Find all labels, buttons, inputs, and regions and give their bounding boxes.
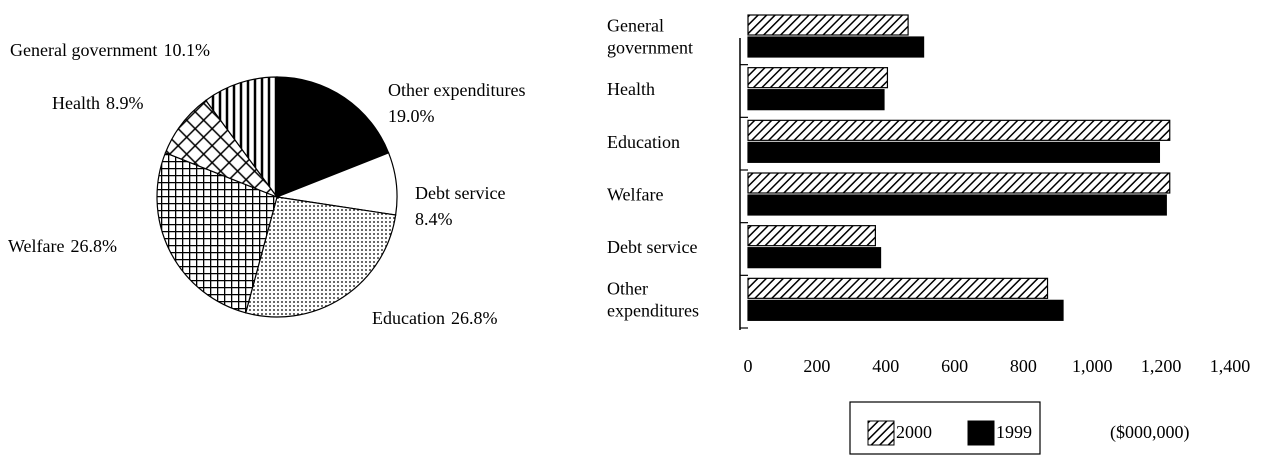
category-label: Welfare	[607, 184, 664, 204]
category-line: expenditures	[607, 301, 699, 321]
slice-name: General government	[10, 40, 157, 60]
category-label: Other expenditures	[607, 279, 699, 321]
category-label: Health	[607, 79, 655, 99]
slice-name: Other expenditures	[388, 80, 525, 100]
x-tick-label: 1,400	[1210, 356, 1251, 376]
category-label: General government	[607, 15, 693, 57]
category-label: Debt service	[607, 237, 697, 257]
pie-slice	[156, 152, 278, 314]
slice-label: Other expenditures 19.0%	[388, 80, 525, 126]
pie-slice	[205, 76, 278, 199]
unit-label: ($000,000)	[1110, 422, 1190, 443]
slice-value: 19.0%	[388, 106, 435, 126]
pie-slice	[244, 196, 397, 318]
slice-name: Welfare	[8, 236, 65, 256]
bar	[747, 14, 909, 36]
slice-label: Debt service 8.4%	[415, 183, 505, 229]
slice-value: 26.8%	[71, 236, 118, 256]
bar	[747, 299, 1064, 321]
slice-value: 10.1%	[163, 40, 210, 60]
bar	[747, 36, 925, 58]
slice-value: 8.9%	[106, 93, 144, 113]
x-tick-label: 200	[803, 356, 830, 376]
slice-label: Health 8.9%	[52, 93, 143, 113]
slice-value: 8.4%	[415, 209, 453, 229]
x-tick-label: 400	[872, 356, 899, 376]
category-line: General	[607, 15, 668, 35]
slice-name: Health	[52, 93, 100, 113]
pie-slice	[276, 76, 390, 198]
legend-label: 2000	[896, 422, 932, 442]
slice-name: Education	[372, 308, 445, 328]
slice-name: Debt service	[415, 183, 505, 203]
slice-label: Welfare 26.8%	[8, 236, 117, 256]
category-line: government	[607, 37, 693, 57]
x-tick-label: 800	[1010, 356, 1037, 376]
bar	[747, 67, 889, 89]
bar	[747, 277, 1049, 299]
bar	[747, 225, 876, 247]
bar	[747, 247, 882, 269]
x-tick-label: 600	[941, 356, 968, 376]
slice-label: Education 26.8%	[372, 308, 497, 328]
legend-label: 1999	[996, 422, 1032, 442]
x-tick-label: 0	[744, 356, 753, 376]
x-tick-label: 1,000	[1072, 356, 1113, 376]
category-label: Education	[607, 132, 680, 152]
category-line: Other	[607, 279, 652, 299]
legend-swatch	[867, 420, 895, 446]
slice-label: General government 10.1%	[10, 40, 210, 60]
bar	[747, 194, 1167, 216]
bar	[747, 89, 885, 111]
bar	[747, 141, 1161, 163]
x-tick-label: 1,200	[1141, 356, 1182, 376]
legend-swatch	[967, 420, 995, 446]
bar	[747, 119, 1171, 141]
slice-value: 26.8%	[451, 308, 498, 328]
bar	[747, 172, 1171, 194]
